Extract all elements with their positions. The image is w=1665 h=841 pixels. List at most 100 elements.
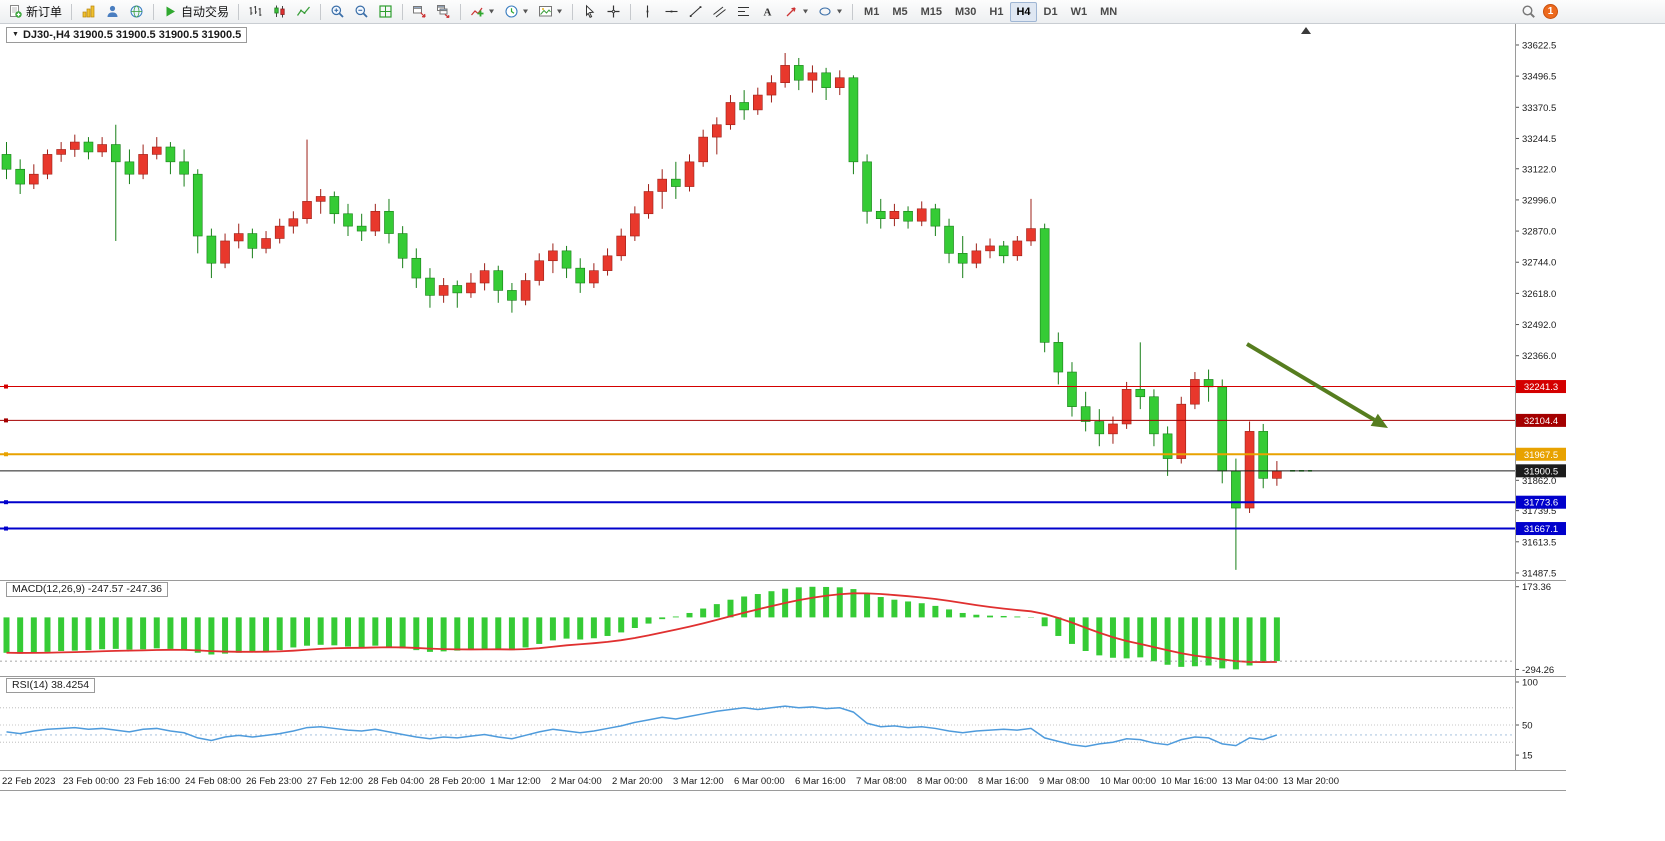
time-axis-label: 8 Mar 00:00 bbox=[917, 776, 968, 787]
shapes-button[interactable] bbox=[814, 2, 847, 22]
candle bbox=[889, 210, 900, 220]
accounts-button[interactable] bbox=[101, 2, 124, 22]
candle bbox=[821, 72, 831, 88]
tile-grid-icon bbox=[379, 5, 392, 18]
timeframe-m5-button[interactable]: M5 bbox=[892, 5, 908, 18]
market-watch-button[interactable] bbox=[77, 2, 100, 22]
timeframe-mn-button[interactable]: MN bbox=[1100, 5, 1118, 18]
toolbar-separator bbox=[460, 3, 462, 20]
svg-text:31773.6: 31773.6 bbox=[1524, 498, 1558, 509]
candle bbox=[425, 277, 435, 296]
candle bbox=[261, 238, 271, 249]
time-axis-label: 28 Feb 04:00 bbox=[368, 776, 424, 787]
chart-title-box[interactable]: ▼ DJ30-,H4 31900.5 31900.5 31900.5 31900.… bbox=[6, 27, 248, 43]
price-chart[interactable]: 33622.5 33496.5 33370.5 33244.5 33122.0 32996… bbox=[0, 24, 1665, 841]
candle bbox=[452, 285, 463, 294]
time-axis-layer[interactable]: 22 Feb 2023 23 Feb 00:00 23 Feb 16:00 24 Fe… bbox=[2, 776, 1339, 787]
search-button[interactable] bbox=[1517, 2, 1540, 22]
candle bbox=[998, 245, 1009, 257]
periods-button[interactable] bbox=[500, 2, 533, 22]
notification-badge[interactable]: 1 bbox=[1543, 4, 1558, 19]
new-order-button[interactable]: 新订单 bbox=[4, 2, 66, 22]
time-axis-label: 3 Mar 12:00 bbox=[673, 776, 724, 787]
macd-layer bbox=[0, 586, 1515, 670]
arrows-button[interactable] bbox=[780, 2, 813, 22]
time-axis-label: 23 Feb 16:00 bbox=[124, 776, 180, 787]
rsi-axis-label: 15 bbox=[1522, 751, 1533, 762]
chart-window[interactable]: 33622.5 33496.5 33370.5 33244.5 33122.0 32996… bbox=[0, 24, 1665, 841]
rsi-indicator-label[interactable]: RSI(14) 38.4254 bbox=[6, 678, 96, 693]
price-line-axis-badge bbox=[1516, 522, 1566, 536]
price-axis-label: 31487.5 bbox=[1522, 568, 1556, 579]
fibonacci-button[interactable] bbox=[732, 2, 755, 22]
candle bbox=[1053, 342, 1064, 373]
candle bbox=[1190, 379, 1200, 405]
ohlc-bars-icon bbox=[249, 6, 262, 16]
candle bbox=[1272, 470, 1282, 479]
zoom-in-button[interactable] bbox=[326, 2, 349, 22]
cursor-button[interactable] bbox=[578, 2, 601, 22]
candle bbox=[507, 290, 517, 301]
macd-signal-line bbox=[6, 592, 1277, 663]
timeframe-m15-button[interactable]: M15 bbox=[920, 5, 942, 18]
zoom-out-button[interactable] bbox=[350, 2, 373, 22]
timeframe-w1-button[interactable]: W1 bbox=[1070, 5, 1088, 18]
price-axis-layer[interactable]: 33622.5 33496.5 33370.5 33244.5 33122.0 32996… bbox=[1516, 40, 1566, 762]
candle bbox=[110, 144, 121, 163]
candle bbox=[1012, 240, 1023, 257]
vertical-line-button[interactable] bbox=[636, 2, 659, 22]
candle bbox=[739, 102, 749, 111]
horizontal-price-lines[interactable] bbox=[0, 384, 1515, 531]
candle bbox=[752, 94, 763, 111]
candle bbox=[643, 191, 654, 215]
horizontal-line-button[interactable] bbox=[660, 2, 683, 22]
candle bbox=[15, 168, 25, 185]
candle bbox=[930, 208, 941, 227]
play-icon bbox=[166, 6, 176, 17]
price-axis-label: 31613.5 bbox=[1522, 537, 1556, 548]
text-label-button[interactable]: A bbox=[756, 2, 779, 22]
candle bbox=[903, 210, 913, 222]
add-indicator-icon bbox=[471, 7, 484, 17]
macd-indicator-label[interactable]: MACD(12,26,9) -247.57 -247.36 bbox=[6, 582, 168, 597]
candle bbox=[70, 141, 80, 150]
bar-chart-button[interactable] bbox=[244, 2, 267, 22]
indicators-button[interactable] bbox=[466, 2, 499, 22]
panel-borders bbox=[0, 24, 1566, 791]
time-axis-label: 2 Mar 20:00 bbox=[612, 776, 663, 787]
time-axis-label: 27 Feb 12:00 bbox=[307, 776, 363, 787]
candle bbox=[479, 270, 490, 284]
svg-text:31967.5: 31967.5 bbox=[1524, 450, 1558, 461]
templates-button[interactable] bbox=[534, 2, 567, 22]
candle bbox=[616, 235, 627, 257]
zoom-out-icon bbox=[355, 5, 368, 18]
channel-icon bbox=[713, 6, 726, 18]
timeframe-h1-button[interactable]: H1 bbox=[989, 5, 1004, 18]
timeframe-h4-button[interactable]: H4 bbox=[1010, 1, 1037, 22]
trend-arrow-annotation[interactable] bbox=[1245, 342, 1388, 428]
candle bbox=[780, 65, 790, 83]
chart-profiles-button[interactable] bbox=[432, 2, 455, 22]
timeframe-m1-button[interactable]: M1 bbox=[864, 5, 880, 18]
horizontal-line-icon bbox=[665, 10, 678, 13]
chart-title-text: DJ30-,H4 31900.5 31900.5 31900.5 31900.5 bbox=[22, 29, 242, 41]
toolbar-separator bbox=[238, 3, 240, 20]
trendline-button[interactable] bbox=[684, 2, 707, 22]
candlestick-chart-button[interactable] bbox=[268, 2, 291, 22]
equidistant-channel-button[interactable] bbox=[708, 2, 731, 22]
line-chart-button[interactable] bbox=[292, 2, 315, 22]
crosshair-button[interactable] bbox=[602, 2, 625, 22]
chart-shift-marker[interactable] bbox=[1301, 27, 1311, 34]
arrow-tool-icon bbox=[786, 7, 796, 17]
candle bbox=[83, 141, 94, 153]
timeframe-m30-button[interactable]: M30 bbox=[955, 5, 977, 18]
candle bbox=[712, 124, 722, 138]
candle bbox=[766, 82, 777, 96]
price-axis-label: 32996.0 bbox=[1522, 195, 1556, 206]
clock-icon bbox=[505, 5, 518, 18]
tile-windows-button[interactable] bbox=[374, 2, 397, 22]
algo-trading-button[interactable]: 自动交易 bbox=[159, 2, 233, 22]
timeframe-d1-button[interactable]: D1 bbox=[1043, 5, 1058, 18]
community-button[interactable] bbox=[125, 2, 148, 22]
new-chart-button[interactable] bbox=[408, 2, 431, 22]
